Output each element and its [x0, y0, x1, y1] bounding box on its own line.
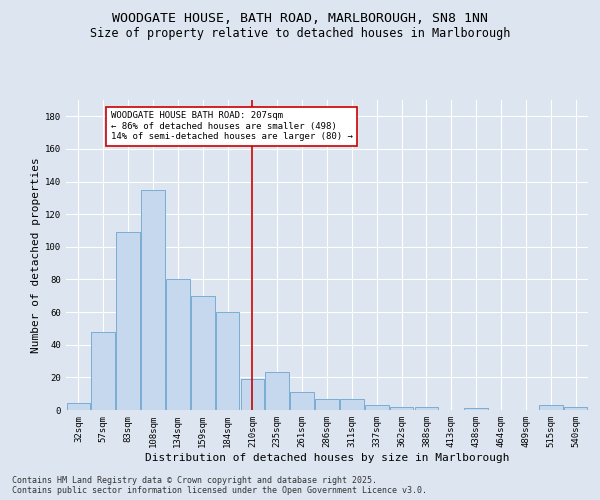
Bar: [539, 405, 563, 410]
Bar: [564, 406, 587, 410]
Bar: [340, 398, 364, 410]
Text: WOODGATE HOUSE, BATH ROAD, MARLBOROUGH, SN8 1NN: WOODGATE HOUSE, BATH ROAD, MARLBOROUGH, …: [112, 12, 488, 26]
X-axis label: Distribution of detached houses by size in Marlborough: Distribution of detached houses by size …: [145, 452, 509, 462]
Bar: [415, 406, 438, 410]
Bar: [91, 332, 115, 410]
Bar: [390, 406, 413, 410]
Bar: [290, 392, 314, 410]
Bar: [216, 312, 239, 410]
Text: Contains HM Land Registry data © Crown copyright and database right 2025.
Contai: Contains HM Land Registry data © Crown c…: [12, 476, 427, 495]
Bar: [365, 405, 389, 410]
Text: WOODGATE HOUSE BATH ROAD: 207sqm
← 86% of detached houses are smaller (498)
14% : WOODGATE HOUSE BATH ROAD: 207sqm ← 86% o…: [111, 112, 353, 141]
Bar: [265, 372, 289, 410]
Text: Size of property relative to detached houses in Marlborough: Size of property relative to detached ho…: [90, 28, 510, 40]
Bar: [166, 280, 190, 410]
Bar: [315, 398, 339, 410]
Bar: [141, 190, 165, 410]
Bar: [191, 296, 215, 410]
Y-axis label: Number of detached properties: Number of detached properties: [31, 157, 41, 353]
Bar: [464, 408, 488, 410]
Bar: [116, 232, 140, 410]
Bar: [67, 404, 90, 410]
Bar: [241, 379, 264, 410]
